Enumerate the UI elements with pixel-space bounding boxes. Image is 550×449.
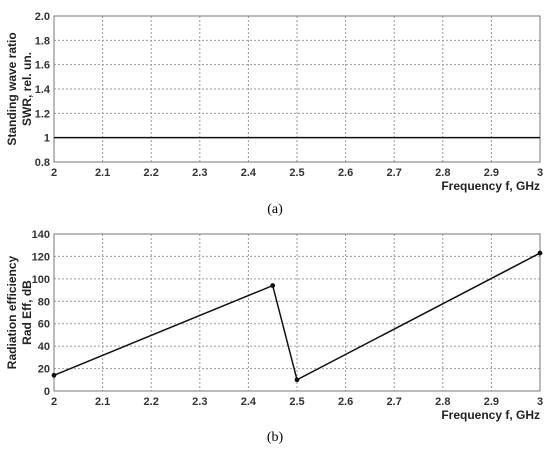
plot-frame [53,233,541,392]
x-tick-label: 2.3 [192,167,207,179]
y-tick-label: 1.8 [35,35,50,47]
x-tick-label: 2.9 [484,396,499,408]
y-tick-label: 140 [32,229,50,241]
y-axis-title-line: Radiation efficiency [5,256,19,370]
data-point [294,377,300,383]
x-tick-label: 3 [537,396,543,408]
y-tick-label: 80 [38,296,50,308]
x-tick-label: 2.6 [338,396,353,408]
y-tick-label: 1.2 [35,108,50,120]
y-tick-label: 2.0 [35,11,50,23]
x-tick-label: 2 [51,396,57,408]
y-tick-label: 120 [32,251,50,263]
x-tick-label: 2.4 [241,167,257,179]
figure-caption: (b) [267,430,284,445]
x-tick-label: 2.1 [95,167,110,179]
y-tick-label: 0.8 [35,157,50,169]
y-tick-label: 1.4 [35,84,51,96]
y-tick-label: 20 [38,364,50,376]
x-tick-label: 2.3 [192,396,207,408]
x-tick-label: 2.1 [95,396,110,408]
y-axis-title-line: SWR, rel. un. [20,52,34,126]
y-tick-label: 40 [38,341,50,353]
chart-panel-b: 2 2.1 2.2 2.3 2.4 2.5 2.6 2.7 2.8 2.9 3 0 20 40 60 80 10… [5,229,543,445]
x-tick-label: 3 [537,167,543,179]
plot-frame [53,15,541,163]
x-tick-label: 2.8 [435,396,450,408]
x-axis-title: Frequency f, GHz [441,179,540,193]
y-tick-label: 100 [32,274,50,286]
x-axis-title: Frequency f, GHz [441,408,540,422]
x-tick-label: 2.5 [289,167,304,179]
chart-panel-a: 2 2.1 2.2 2.3 2.4 2.5 2.6 2.7 2.8 2.9 3 0.8 1 1.2 1.4 1… [5,11,543,217]
x-tick-label: 2.7 [387,167,402,179]
x-tick-label: 2.5 [289,396,304,408]
x-tick-label: 2 [51,167,57,179]
x-tick-label: 2.6 [338,167,353,179]
data-point [270,283,276,288]
y-tick-label: 0 [44,386,50,398]
x-tick-label: 2.2 [144,167,159,179]
data-point [51,372,57,378]
series-line [53,252,541,381]
y-tick-label: 1.6 [35,60,50,72]
y-axis-title-line: Rad Eff, dB [20,280,34,345]
x-tick-label: 2.2 [144,396,159,408]
x-tick-label: 2.8 [435,167,450,179]
y-axis-title-line: Standing wave ratio [5,32,19,145]
x-tick-label: 2.7 [387,396,402,408]
y-tick-label: 1 [44,133,50,145]
x-tick-label: 2.9 [484,167,499,179]
x-tick-label: 2.4 [241,396,257,408]
y-tick-label: 60 [38,319,50,331]
figure-caption: (a) [267,202,283,217]
data-point [537,250,543,256]
